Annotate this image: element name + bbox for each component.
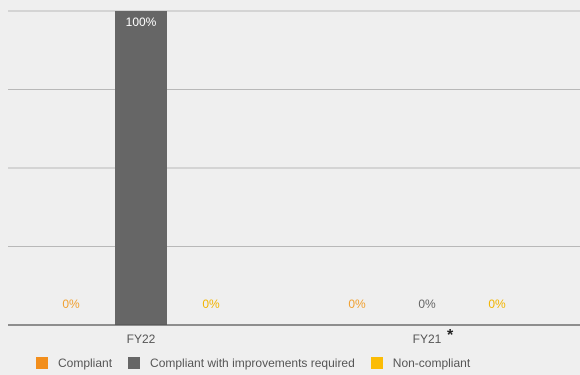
legend-label: Compliant <box>58 356 113 370</box>
data-label: 0% <box>202 297 220 311</box>
legend-label: Compliant with improvements required <box>150 356 355 370</box>
legend-item-compliant-with-improvements[interactable]: Compliant with improvements required <box>128 356 355 370</box>
legend-item-non-compliant[interactable]: Non-compliant <box>370 356 471 370</box>
legend-swatch <box>128 357 141 369</box>
legend-item-compliant[interactable]: Compliant <box>36 356 112 370</box>
data-label: 0% <box>488 297 506 311</box>
legend-swatch <box>36 357 48 369</box>
bar-fy22-series-1[interactable] <box>115 11 167 325</box>
data-label: 0% <box>62 297 80 311</box>
bars <box>115 11 167 325</box>
legend-swatch <box>370 357 383 369</box>
data-label: 0% <box>418 297 436 311</box>
x-tick-footnote-marker: * <box>447 327 454 344</box>
x-tick-labels: FY22 FY21 * <box>127 327 454 346</box>
gridlines <box>8 10 580 247</box>
x-tick-label: FY21 <box>413 332 442 346</box>
data-label: 0% <box>348 297 366 311</box>
x-tick-label: FY22 <box>127 332 156 346</box>
legend-label: Non-compliant <box>392 356 471 370</box>
data-label: 100% <box>126 15 157 29</box>
legend: Compliant Compliant with improvements re… <box>36 356 486 370</box>
data-labels: 0% 100% 0% 0% 0% 0% <box>62 15 506 311</box>
